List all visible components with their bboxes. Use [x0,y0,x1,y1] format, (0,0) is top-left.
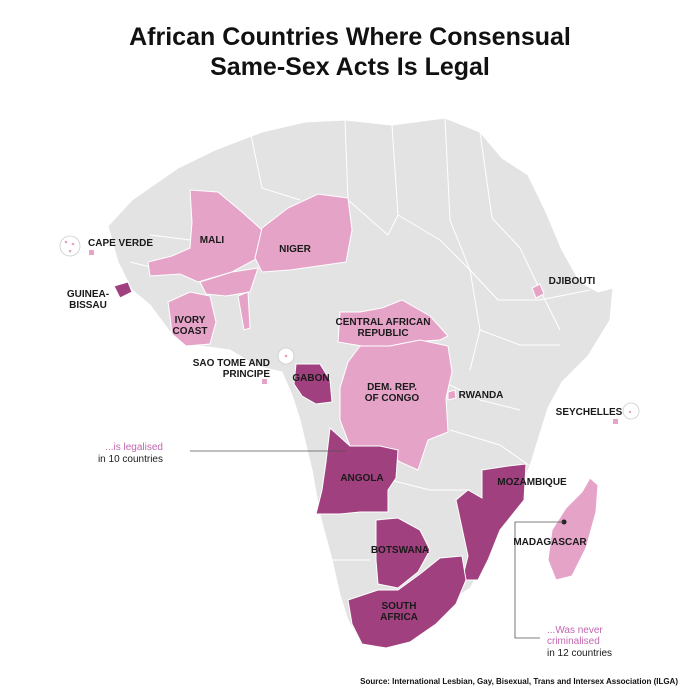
country-angola [315,426,399,515]
legend-never-count: in 12 countries [547,648,612,659]
never-criminalised-countries [147,189,599,581]
country-dem-rep-of-congo [339,339,453,471]
label-madagascar: MADAGASCAR [513,537,587,548]
legend-legalised-text: ...is legalised [105,442,163,453]
label-car-2: REPUBLIC [357,328,408,339]
country-benin [237,291,251,331]
seychelles-inset [622,402,640,420]
country-djibouti [531,283,545,299]
cape-verde-island [64,240,68,244]
label-drc-2: OF CONGO [365,393,420,404]
label-drc-1: DEM. REP. [367,382,417,393]
cape-verde-marker [89,250,94,255]
country-rwanda [447,389,457,401]
label-cape-verde: CAPE VERDE [88,238,153,249]
legend-never-line1: ...Was never [547,625,603,636]
label-botswana: BOTSWANA [371,545,429,556]
cape-verde-inset [59,235,81,257]
legalised-countries [113,281,527,649]
label-seychelles: SEYCHELLES [556,407,623,418]
label-rwanda: RWANDA [459,390,504,401]
label-sao-tome-1: SAO TOME AND [193,358,270,369]
cape-verde-island [71,242,75,246]
source-note: Source: International Lesbian, Gay, Bise… [360,677,678,686]
country-ivory-coast [167,291,217,347]
title-line-2: Same-Sex Acts Is Legal [210,53,490,81]
country-guinea-bissau [113,281,133,299]
country-mali [147,189,263,283]
country-south-africa [347,555,467,649]
sao-tome-marker [262,379,267,384]
label-south-africa-2: AFRICA [380,612,418,623]
title-line-1: African Countries Where Consensual [129,23,571,51]
label-angola: ANGOLA [340,473,383,484]
label-guinea-bissau-2: BISSAU [69,300,107,311]
leader-lines [190,450,564,639]
label-mozambique: MOZAMBIQUE [497,477,567,488]
country-madagascar [547,477,599,581]
label-south-africa-1: SOUTH [382,601,417,612]
label-car-1: CENTRAL AFRICAN [336,317,431,328]
label-niger: NIGER [279,244,311,255]
label-ivory-coast-2: COAST [173,326,208,337]
country-niger [254,193,353,273]
chart-title: African Countries Where Consensual Same-… [0,22,700,82]
sao-tome-island [284,354,288,358]
country-gabon [293,363,333,405]
country-burkina [199,267,259,297]
label-sao-tome-2: PRINCIPE [223,369,271,380]
country-central-african-republic [337,299,449,347]
cape-verde-island [68,249,72,253]
label-guinea-bissau-1: GUINEA- [67,289,109,300]
internal-borders [129,117,591,561]
label-gabon: GABON [292,373,329,384]
seychelles-island [628,410,632,414]
seychelles-marker [613,419,618,424]
label-ivory-coast-1: IVORY [175,315,206,326]
label-djibouti: DJIBOUTI [549,276,596,287]
country-botswana [375,517,431,589]
label-mali: MALI [200,235,225,246]
country-mozambique [455,463,527,581]
legend-legalised-count: in 10 countries [98,454,163,465]
legend-never-line2: criminalised [547,636,600,647]
